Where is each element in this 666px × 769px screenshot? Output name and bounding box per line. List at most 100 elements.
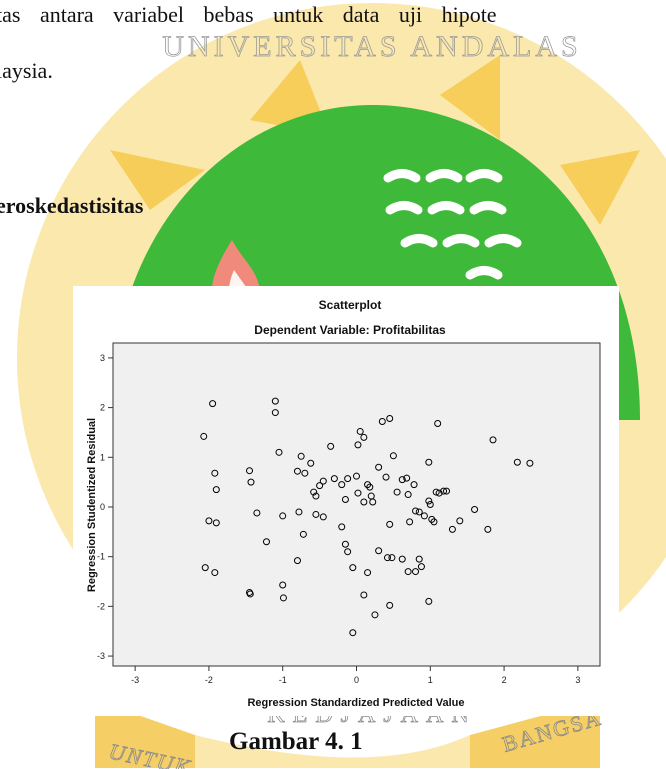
x-tick-label: -1: [279, 675, 287, 685]
data-point: [382, 473, 390, 481]
y-tick-label: 3: [100, 353, 105, 363]
data-point: [211, 569, 219, 577]
y-axis-ticks: -3 -2 -1 0 1 2 3: [97, 353, 113, 661]
y-tick-label: 0: [100, 502, 105, 512]
data-point: [386, 601, 394, 609]
data-point: [412, 568, 420, 576]
data-point: [383, 554, 391, 562]
chart-subtitle: Dependent Variable: Profitabilitas: [254, 323, 446, 337]
data-point: [412, 507, 420, 515]
data-point: [415, 555, 423, 563]
data-point: [338, 523, 346, 531]
data-point: [526, 459, 534, 467]
data-point: [404, 568, 412, 576]
data-point: [279, 594, 287, 602]
data-point: [344, 475, 352, 483]
x-axis-ticks: -3 -2 -1 0 1 2 3: [131, 666, 580, 685]
data-point: [415, 508, 423, 516]
data-point: [297, 452, 305, 460]
data-point: [209, 400, 217, 408]
data-point: [448, 525, 456, 533]
data-point: [295, 508, 303, 516]
data-point: [386, 520, 394, 528]
data-point: [279, 581, 287, 589]
data-point: [398, 555, 406, 563]
data-point: [425, 597, 433, 605]
x-tick-label: 1: [428, 675, 433, 685]
data-point: [341, 496, 349, 504]
body-text-line-2: laysia.: [0, 58, 53, 83]
scatterplot-figure: Scatterplot Dependent Variable: Profitab…: [73, 286, 619, 716]
y-tick-label: 2: [100, 403, 105, 413]
data-point: [354, 441, 362, 449]
data-point: [338, 481, 346, 489]
data-point: [246, 467, 254, 475]
data-point: [360, 591, 368, 599]
data-point: [200, 432, 208, 440]
data-point: [471, 505, 479, 513]
data-point: [389, 452, 397, 460]
data-point: [330, 475, 338, 483]
x-axis-label: Regression Standardized Predicted Value: [247, 697, 464, 709]
data-point: [349, 629, 357, 637]
data-point: [364, 569, 372, 577]
data-point: [489, 436, 497, 444]
data-point: [349, 564, 357, 572]
data-point: [435, 489, 443, 497]
data-point: [279, 512, 287, 520]
data-point: [388, 554, 396, 562]
data-point: [484, 525, 492, 533]
y-tick-label: -1: [97, 552, 105, 562]
data-point: [275, 448, 283, 456]
data-point: [344, 548, 352, 556]
data-point: [299, 530, 307, 538]
data-point: [307, 459, 315, 467]
x-tick-label: -3: [131, 675, 139, 685]
data-point: [386, 415, 394, 423]
data-point: [393, 488, 401, 496]
data-point: [354, 489, 362, 497]
data-point: [403, 474, 411, 482]
data-point: [369, 498, 377, 506]
data-point: [417, 563, 425, 571]
watermark-top-text: UNIVERSITAS ANDALAS: [162, 30, 581, 63]
data-point: [443, 487, 451, 495]
data-point: [366, 483, 374, 491]
data-point: [440, 487, 448, 495]
y-tick-label: -2: [97, 601, 105, 611]
data-point: [327, 442, 335, 450]
chart-title: Scatterplot: [319, 298, 382, 312]
data-point: [420, 512, 428, 520]
data-point: [271, 397, 279, 405]
data-points: [200, 397, 534, 637]
section-heading: eroskedastisitas: [0, 193, 144, 218]
data-point: [406, 518, 414, 526]
data-point: [247, 478, 255, 486]
data-point: [293, 467, 301, 475]
y-tick-label: -3: [97, 651, 105, 661]
data-point: [425, 458, 433, 466]
data-point: [262, 538, 270, 546]
data-point: [312, 492, 320, 500]
data-point: [341, 540, 349, 548]
data-point: [301, 469, 309, 477]
data-point: [316, 482, 324, 490]
body-text-line-1: tas antara variabel bebas untuk data uji…: [0, 2, 497, 27]
data-point: [246, 590, 254, 598]
data-point: [205, 517, 213, 525]
data-point: [426, 501, 434, 508]
data-point: [375, 463, 383, 471]
data-point: [293, 557, 301, 565]
data-point: [410, 481, 418, 489]
data-point: [360, 433, 368, 441]
data-point: [319, 513, 327, 521]
x-tick-label: 0: [354, 675, 359, 685]
y-tick-label: 1: [100, 452, 105, 462]
data-point: [271, 409, 279, 417]
data-point: [319, 477, 327, 485]
data-point: [398, 476, 406, 484]
data-point: [456, 517, 464, 525]
data-point: [513, 458, 521, 466]
data-point: [371, 611, 379, 619]
data-point: [434, 420, 442, 428]
